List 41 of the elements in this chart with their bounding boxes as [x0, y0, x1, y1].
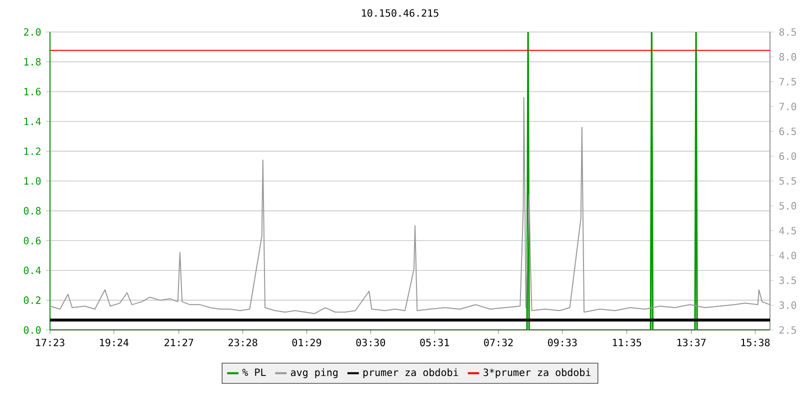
y2-tick-label: 7.5: [779, 78, 796, 86]
y-tick-label: 2.0: [24, 28, 41, 36]
y2-tick-label: 6.0: [779, 152, 796, 160]
y-tick-label: 1.8: [24, 58, 41, 66]
y2-tick-label: 6.5: [779, 128, 796, 136]
y2-tick-label: 4.0: [779, 252, 796, 260]
x-tick-label: 15:38: [741, 338, 770, 346]
x-tick-label: 19:24: [100, 338, 128, 346]
y-tick-label: 0.6: [24, 236, 41, 244]
y-tick-label: 0.0: [24, 326, 41, 334]
y2-tick-label: 8.0: [779, 53, 796, 61]
y2-tick-label: 2.5: [779, 326, 796, 334]
x-tick-label: 03:30: [356, 338, 386, 346]
y2-tick-label: 5.0: [779, 202, 796, 210]
y-tick-label: 0.8: [24, 207, 41, 215]
x-tick-label: 21:27: [164, 338, 194, 346]
y-tick-label: 0.4: [24, 266, 41, 274]
x-tick-label: 11:35: [612, 338, 642, 346]
chart-title: 10.150.46.215: [362, 9, 438, 17]
legend-label: avg ping: [290, 368, 338, 378]
y-tick-label: 1.2: [24, 147, 40, 155]
y2-tick-label: 3.0: [779, 301, 796, 309]
x-tick-label: 23:28: [228, 338, 258, 346]
legend-label: prumer za obdobi: [363, 368, 458, 378]
y-tick-label: 1.4: [24, 118, 41, 126]
y2-tick-label: 4.5: [779, 226, 796, 234]
x-tick-label: 07:32: [484, 338, 513, 346]
y2-tick-label: 8.5: [779, 28, 796, 36]
legend-label: 3*prumer za obdobi: [484, 368, 591, 378]
x-tick-label: 01:29: [292, 338, 322, 346]
x-tick-label: 09:33: [548, 338, 577, 346]
x-tick-label: 13:37: [677, 338, 706, 346]
legend-label: % PL: [242, 368, 266, 376]
y-tick-label: 1.6: [24, 88, 41, 96]
y2-tick-label: 7.0: [779, 102, 796, 110]
y-tick-label: 0.2: [24, 296, 40, 304]
y-tick-label: 1.0: [24, 177, 41, 185]
x-tick-label: 05:31: [420, 338, 449, 346]
y2-tick-label: 5.5: [779, 177, 796, 185]
y2-tick-label: 3.5: [779, 276, 796, 284]
x-tick-label: 17:23: [36, 338, 64, 346]
